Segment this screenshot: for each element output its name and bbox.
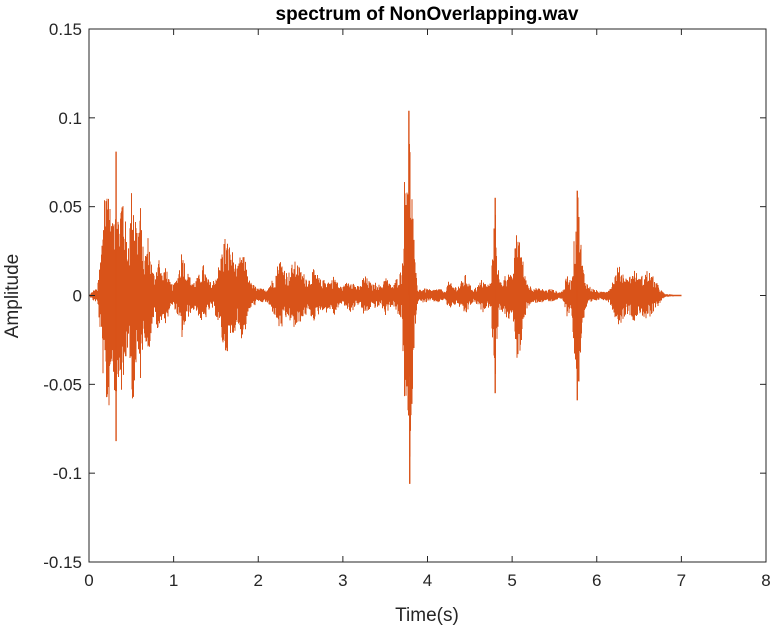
- y-axis: 0.15 0.1 0.05 0 -0.05 -0.1 -0.15: [43, 20, 766, 572]
- x-tick-label: 8: [761, 571, 770, 590]
- y-tick-label: 0.15: [49, 20, 82, 39]
- y-tick-label: 0.1: [58, 109, 82, 128]
- x-tick-label: 1: [169, 571, 178, 590]
- x-tick-label: 7: [677, 571, 686, 590]
- x-tick-label: 3: [338, 571, 347, 590]
- x-axis: 0 1 2 3 4 5 6 7 8: [84, 29, 771, 590]
- y-tick-label: -0.05: [43, 375, 82, 394]
- y-tick-label: 0.05: [49, 198, 82, 217]
- x-tick-label: 5: [507, 571, 516, 590]
- x-tick-label: 4: [423, 571, 432, 590]
- chart-title: spectrum of NonOverlapping.wav: [276, 4, 579, 25]
- x-tick-label: 2: [254, 571, 263, 590]
- y-tick-label: -0.15: [43, 553, 82, 572]
- plot-area: [88, 110, 682, 484]
- y-tick-label: -0.1: [53, 464, 82, 483]
- x-tick-label: 0: [84, 571, 93, 590]
- x-tick-label: 6: [592, 571, 601, 590]
- y-tick-label: 0: [73, 287, 82, 306]
- y-axis-label: Amplitude: [2, 254, 23, 339]
- x-axis-label: Time(s): [395, 605, 459, 626]
